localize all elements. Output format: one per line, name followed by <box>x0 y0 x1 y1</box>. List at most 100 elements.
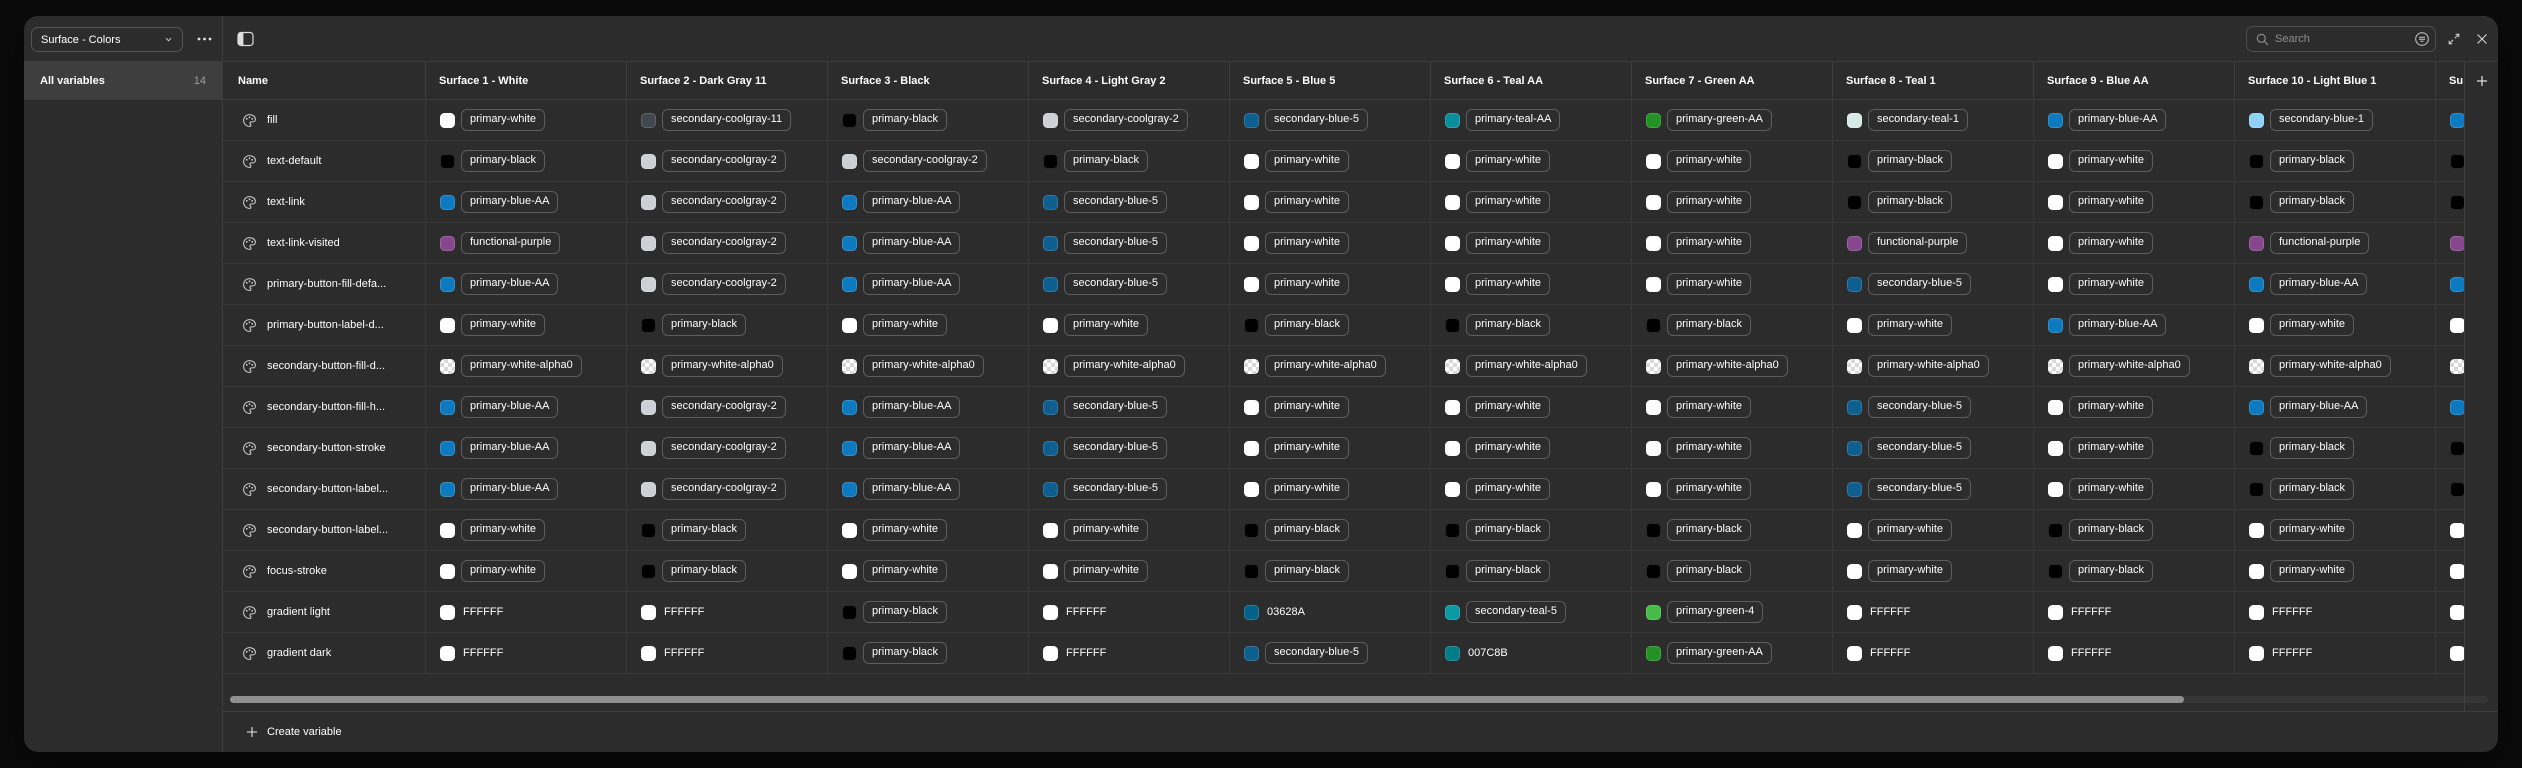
mode-column-header[interactable]: Surface 3 - Black <box>827 62 1028 99</box>
mode-value-cell[interactable] <box>2435 264 2464 304</box>
mode-value-cell[interactable]: secondary-coolgray-2 <box>827 141 1028 181</box>
mode-value-cell[interactable]: secondary-blue-1 <box>2234 100 2435 140</box>
filter-button[interactable] <box>2412 29 2432 49</box>
mode-column-header[interactable]: Su <box>2435 62 2464 99</box>
mode-value-cell[interactable]: primary-blue-AA <box>827 387 1028 427</box>
mode-value-cell[interactable]: secondary-teal-1 <box>1832 100 2033 140</box>
mode-value-cell[interactable]: FFFFFF <box>425 633 626 673</box>
mode-value-cell[interactable]: FFFFFF <box>1028 592 1229 632</box>
mode-value-cell[interactable] <box>2435 387 2464 427</box>
mode-value-cell[interactable]: primary-white <box>1430 264 1631 304</box>
mode-value-cell[interactable]: primary-blue-AA <box>2033 100 2234 140</box>
mode-value-cell[interactable] <box>2435 592 2464 632</box>
mode-value-cell[interactable]: primary-green-4 <box>1631 592 1832 632</box>
mode-value-cell[interactable]: primary-white-alpha0 <box>2033 346 2234 386</box>
variable-name-cell[interactable]: secondary-button-label... <box>222 510 425 550</box>
mode-value-cell[interactable]: primary-white <box>2033 469 2234 509</box>
mode-value-cell[interactable]: primary-blue-AA <box>425 428 626 468</box>
mode-value-cell[interactable]: functional-purple <box>1832 223 2033 263</box>
mode-value-cell[interactable]: primary-black <box>1229 305 1430 345</box>
mode-value-cell[interactable]: primary-green-AA <box>1631 633 1832 673</box>
mode-value-cell[interactable]: primary-black <box>626 510 827 550</box>
mode-value-cell[interactable] <box>2435 469 2464 509</box>
mode-value-cell[interactable] <box>2435 346 2464 386</box>
mode-column-header[interactable]: Surface 6 - Teal AA <box>1430 62 1631 99</box>
mode-value-cell[interactable]: 03628A <box>1229 592 1430 632</box>
mode-value-cell[interactable]: FFFFFF <box>2234 633 2435 673</box>
mode-value-cell[interactable]: secondary-blue-5 <box>1832 387 2033 427</box>
mode-column-header[interactable]: Surface 2 - Dark Gray 11 <box>626 62 827 99</box>
mode-value-cell[interactable]: primary-black <box>2234 428 2435 468</box>
variable-name-cell[interactable]: primary-button-fill-defa... <box>222 264 425 304</box>
mode-value-cell[interactable]: primary-black <box>827 592 1028 632</box>
variable-name-cell[interactable]: text-link <box>222 182 425 222</box>
mode-value-cell[interactable]: secondary-blue-5 <box>1832 428 2033 468</box>
mode-value-cell[interactable]: primary-white <box>2234 305 2435 345</box>
mode-value-cell[interactable]: primary-white <box>2033 264 2234 304</box>
mode-value-cell[interactable]: primary-white-alpha0 <box>2234 346 2435 386</box>
mode-value-cell[interactable] <box>2435 510 2464 550</box>
variable-name-cell[interactable]: secondary-button-stroke <box>222 428 425 468</box>
mode-value-cell[interactable] <box>2435 182 2464 222</box>
mode-value-cell[interactable]: primary-white <box>1832 510 2033 550</box>
mode-column-header[interactable]: Surface 5 - Blue 5 <box>1229 62 1430 99</box>
mode-value-cell[interactable]: secondary-blue-5 <box>1028 469 1229 509</box>
mode-value-cell[interactable]: functional-purple <box>425 223 626 263</box>
mode-value-cell[interactable]: primary-black <box>2234 182 2435 222</box>
mode-value-cell[interactable]: primary-blue-AA <box>827 469 1028 509</box>
mode-value-cell[interactable]: secondary-blue-5 <box>1832 469 2033 509</box>
mode-value-cell[interactable]: primary-black <box>1229 510 1430 550</box>
horizontal-scrollbar-track[interactable] <box>230 696 2488 703</box>
mode-value-cell[interactable]: primary-blue-AA <box>425 182 626 222</box>
mode-value-cell[interactable]: secondary-coolgray-2 <box>626 469 827 509</box>
mode-value-cell[interactable]: primary-black <box>2033 551 2234 591</box>
mode-value-cell[interactable] <box>2435 100 2464 140</box>
variable-name-cell[interactable]: fill <box>222 100 425 140</box>
mode-column-header[interactable]: Surface 8 - Teal 1 <box>1832 62 2033 99</box>
mode-value-cell[interactable]: primary-white <box>1028 551 1229 591</box>
mode-value-cell[interactable]: primary-green-AA <box>1631 100 1832 140</box>
mode-value-cell[interactable]: primary-white <box>2033 141 2234 181</box>
mode-value-cell[interactable] <box>2435 141 2464 181</box>
mode-value-cell[interactable]: primary-white <box>1631 428 1832 468</box>
mode-value-cell[interactable]: primary-white <box>2033 428 2234 468</box>
mode-value-cell[interactable]: primary-black <box>1631 510 1832 550</box>
mode-value-cell[interactable]: primary-black <box>2234 469 2435 509</box>
mode-value-cell[interactable]: primary-white <box>1832 551 2033 591</box>
mode-value-cell[interactable]: primary-white-alpha0 <box>1631 346 1832 386</box>
mode-value-cell[interactable]: secondary-blue-5 <box>1229 633 1430 673</box>
mode-value-cell[interactable]: primary-white <box>1430 182 1631 222</box>
mode-value-cell[interactable]: primary-white <box>1430 387 1631 427</box>
collection-selector-dropdown[interactable]: Surface - Colors <box>31 27 183 52</box>
mode-value-cell[interactable]: primary-blue-AA <box>425 387 626 427</box>
mode-value-cell[interactable]: primary-white <box>827 510 1028 550</box>
mode-value-cell[interactable]: secondary-coolgray-2 <box>626 141 827 181</box>
mode-value-cell[interactable]: primary-blue-AA <box>2033 305 2234 345</box>
mode-value-cell[interactable]: secondary-teal-5 <box>1430 592 1631 632</box>
mode-value-cell[interactable]: primary-black <box>2033 510 2234 550</box>
variable-name-cell[interactable]: secondary-button-fill-d... <box>222 346 425 386</box>
mode-value-cell[interactable]: secondary-coolgray-2 <box>1028 100 1229 140</box>
mode-value-cell[interactable] <box>2435 428 2464 468</box>
mode-value-cell[interactable]: primary-teal-AA <box>1430 100 1631 140</box>
mode-value-cell[interactable]: primary-black <box>1430 305 1631 345</box>
mode-value-cell[interactable]: primary-white <box>1028 305 1229 345</box>
mode-value-cell[interactable]: FFFFFF <box>626 592 827 632</box>
mode-value-cell[interactable]: primary-white <box>425 100 626 140</box>
mode-value-cell[interactable] <box>2435 551 2464 591</box>
mode-value-cell[interactable] <box>2435 223 2464 263</box>
mode-value-cell[interactable]: primary-white <box>1631 141 1832 181</box>
mode-value-cell[interactable]: primary-white <box>1028 510 1229 550</box>
mode-value-cell[interactable]: primary-white-alpha0 <box>1430 346 1631 386</box>
mode-value-cell[interactable]: primary-black <box>626 305 827 345</box>
mode-value-cell[interactable]: primary-black <box>1832 182 2033 222</box>
variable-name-cell[interactable]: primary-button-label-d... <box>222 305 425 345</box>
mode-value-cell[interactable]: primary-white <box>1631 387 1832 427</box>
expand-modal-button[interactable] <box>2446 31 2462 47</box>
mode-value-cell[interactable]: primary-white <box>827 305 1028 345</box>
mode-value-cell[interactable] <box>2435 633 2464 673</box>
mode-value-cell[interactable]: primary-blue-AA <box>2234 264 2435 304</box>
mode-value-cell[interactable]: primary-white <box>1229 182 1430 222</box>
mode-value-cell[interactable]: FFFFFF <box>2033 633 2234 673</box>
mode-value-cell[interactable]: FFFFFF <box>1832 633 2033 673</box>
